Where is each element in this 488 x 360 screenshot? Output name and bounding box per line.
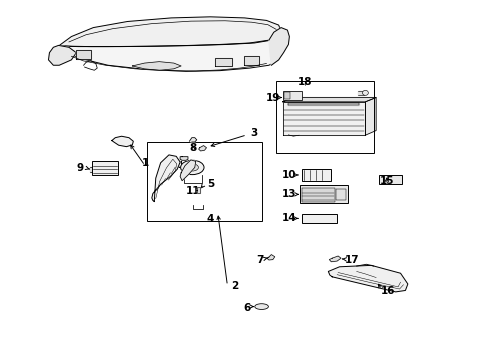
Text: 17: 17	[344, 255, 358, 265]
Ellipse shape	[180, 160, 203, 175]
Text: 19: 19	[265, 93, 280, 103]
Polygon shape	[195, 187, 199, 193]
Polygon shape	[90, 167, 92, 172]
Bar	[299, 185, 347, 203]
Polygon shape	[198, 145, 206, 151]
Polygon shape	[266, 255, 274, 260]
Bar	[335, 189, 345, 200]
Bar	[282, 91, 302, 100]
Text: 2: 2	[231, 281, 238, 291]
Bar	[301, 169, 330, 181]
Polygon shape	[282, 102, 365, 135]
Polygon shape	[152, 155, 180, 202]
Bar	[92, 161, 118, 175]
Text: 12: 12	[168, 159, 182, 170]
Ellipse shape	[186, 164, 198, 171]
Polygon shape	[48, 45, 76, 65]
Bar	[276, 81, 373, 153]
Polygon shape	[112, 136, 133, 147]
Text: 8: 8	[189, 143, 197, 153]
Bar	[378, 175, 401, 184]
Text: 7: 7	[256, 255, 263, 265]
Polygon shape	[132, 62, 181, 70]
Text: 15: 15	[379, 176, 393, 186]
Polygon shape	[268, 28, 289, 65]
Text: 18: 18	[298, 77, 312, 87]
Text: 11: 11	[185, 186, 200, 197]
Ellipse shape	[362, 90, 367, 95]
Polygon shape	[180, 157, 187, 160]
Polygon shape	[328, 265, 407, 292]
Text: 3: 3	[250, 129, 257, 138]
Text: 6: 6	[243, 303, 250, 314]
Text: 4: 4	[206, 215, 214, 224]
Polygon shape	[288, 103, 358, 105]
Polygon shape	[244, 56, 259, 65]
Polygon shape	[58, 17, 281, 46]
Text: 1: 1	[141, 158, 148, 168]
Polygon shape	[58, 31, 281, 71]
Bar	[284, 92, 290, 99]
Polygon shape	[215, 58, 232, 66]
Bar	[301, 188, 334, 202]
Text: 9: 9	[77, 163, 83, 173]
Text: 16: 16	[380, 286, 395, 296]
Polygon shape	[282, 98, 375, 102]
Polygon shape	[180, 160, 195, 181]
Polygon shape	[189, 138, 196, 142]
Polygon shape	[365, 98, 375, 135]
Bar	[301, 215, 336, 223]
Polygon shape	[357, 91, 363, 95]
Bar	[147, 142, 261, 221]
Polygon shape	[76, 50, 91, 59]
Text: 14: 14	[281, 213, 296, 223]
Text: 13: 13	[281, 189, 296, 199]
Ellipse shape	[254, 304, 268, 310]
Polygon shape	[329, 256, 340, 262]
Text: 10: 10	[281, 170, 296, 180]
Text: 5: 5	[206, 179, 214, 189]
